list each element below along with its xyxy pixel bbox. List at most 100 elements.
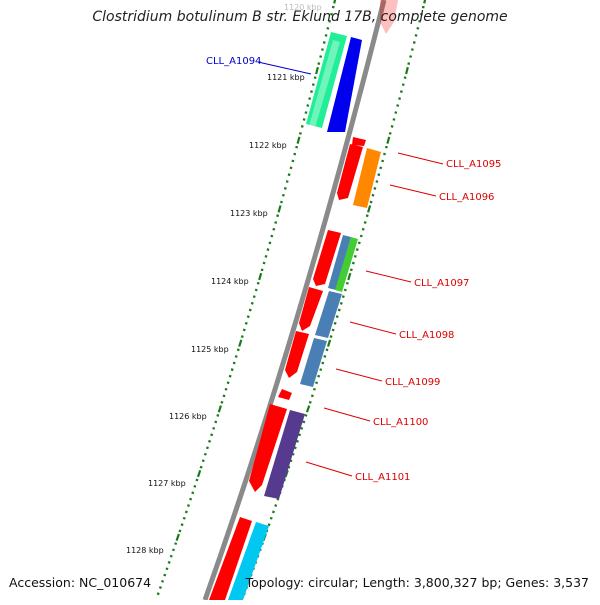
minor-tick bbox=[418, 19, 422, 23]
minor-tick bbox=[289, 166, 293, 170]
minor-tick bbox=[268, 241, 272, 245]
minor-tick bbox=[264, 254, 268, 258]
minor-tick bbox=[375, 180, 379, 183]
minor-tick bbox=[182, 516, 186, 520]
minor-tick bbox=[178, 529, 182, 533]
genome-backbone bbox=[202, 0, 387, 601]
gene-feature[interactable] bbox=[352, 137, 366, 146]
gene-feature[interactable] bbox=[249, 404, 287, 492]
minor-tick bbox=[381, 159, 385, 163]
minor-tick bbox=[274, 504, 278, 508]
minor-tick bbox=[186, 504, 190, 507]
gene-feature[interactable] bbox=[315, 291, 342, 338]
tick-marks bbox=[156, 0, 427, 596]
gene-label-cll-a1101[interactable]: CLL_A1101 bbox=[355, 472, 410, 483]
minor-tick bbox=[156, 592, 160, 596]
gene-feature[interactable] bbox=[353, 148, 381, 208]
gene-feature[interactable] bbox=[328, 235, 351, 290]
leader-line bbox=[349, 321, 397, 335]
gene-label-cll-a1100[interactable]: CLL_A1100 bbox=[373, 417, 428, 428]
minor-tick bbox=[420, 12, 423, 16]
leader-line bbox=[389, 184, 437, 197]
gene-feature[interactable] bbox=[285, 331, 309, 378]
gene-label-cll-a1098[interactable]: CLL_A1098 bbox=[399, 330, 454, 341]
minor-tick bbox=[324, 34, 328, 37]
gene-label-cll-a1097[interactable]: CLL_A1097 bbox=[414, 278, 469, 289]
gene-feature[interactable] bbox=[299, 287, 323, 331]
minor-tick bbox=[341, 295, 345, 299]
minor-tick bbox=[398, 97, 401, 100]
gene-feature[interactable] bbox=[278, 389, 292, 400]
major-tick bbox=[386, 136, 391, 144]
major-tick bbox=[347, 272, 352, 281]
minor-tick bbox=[399, 90, 403, 94]
minor-tick bbox=[383, 152, 386, 156]
minor-tick bbox=[214, 420, 218, 424]
minor-tick bbox=[232, 361, 236, 365]
minor-tick bbox=[315, 381, 319, 385]
kbp-labels: 1120 kbp 1121 kbp 1122 kbp 1123 kbp 1124… bbox=[126, 3, 322, 555]
minor-tick bbox=[384, 145, 388, 149]
minor-tick bbox=[322, 41, 326, 44]
major-tick bbox=[326, 339, 332, 347]
gene-feature[interactable] bbox=[306, 32, 347, 128]
gene-label-cll-a1099[interactable]: CLL_A1099 bbox=[385, 377, 440, 388]
minor-tick bbox=[409, 55, 413, 58]
minor-tick bbox=[246, 315, 250, 319]
minor-tick bbox=[308, 97, 312, 100]
minor-tick bbox=[291, 159, 295, 163]
kbp-label: 1125 kbp bbox=[191, 345, 229, 354]
gene-features bbox=[209, 0, 398, 600]
gene-label-cll-a1094[interactable]: CLL_A1094 bbox=[206, 56, 261, 67]
minor-tick bbox=[298, 131, 302, 135]
gene-label-cll-a1096[interactable]: CLL_A1096 bbox=[439, 192, 494, 203]
minor-tick bbox=[323, 355, 327, 358]
gene-feature[interactable] bbox=[380, 0, 398, 34]
minor-tick bbox=[276, 214, 280, 218]
gene-feature[interactable] bbox=[209, 517, 252, 600]
minor-tick bbox=[280, 200, 283, 204]
minor-tick bbox=[317, 374, 321, 378]
minor-tick bbox=[203, 452, 207, 456]
major-tick bbox=[238, 339, 243, 347]
minor-tick bbox=[295, 439, 299, 443]
minor-tick bbox=[205, 446, 209, 450]
minor-tick bbox=[310, 90, 313, 94]
minor-tick bbox=[174, 542, 178, 545]
gene-feature[interactable] bbox=[335, 237, 358, 292]
leader-line bbox=[335, 368, 383, 382]
minor-tick bbox=[319, 368, 323, 371]
minor-tick bbox=[331, 5, 335, 9]
minor-tick bbox=[171, 548, 175, 552]
minor-tick bbox=[266, 248, 270, 252]
gene-feature[interactable] bbox=[327, 37, 362, 132]
minor-tick bbox=[313, 76, 317, 79]
minor-tick bbox=[319, 55, 323, 58]
gene-feature[interactable] bbox=[309, 40, 340, 128]
gene-feature[interactable] bbox=[264, 410, 305, 499]
minor-tick bbox=[345, 281, 349, 285]
gene-feature[interactable] bbox=[300, 338, 327, 387]
major-tick bbox=[277, 205, 282, 213]
gene-feature[interactable] bbox=[337, 144, 363, 200]
minor-tick bbox=[310, 394, 314, 398]
minor-tick bbox=[220, 400, 224, 404]
leader-line bbox=[365, 270, 412, 283]
minor-tick bbox=[212, 427, 216, 430]
minor-tick bbox=[311, 83, 315, 87]
gene-feature[interactable] bbox=[228, 522, 269, 600]
leader-line bbox=[305, 461, 353, 477]
minor-tick bbox=[256, 281, 260, 285]
major-tick bbox=[315, 66, 319, 75]
major-tick bbox=[333, 0, 337, 4]
minor-tick bbox=[333, 321, 337, 325]
minor-tick bbox=[230, 368, 234, 372]
minor-tick bbox=[349, 268, 353, 272]
minor-tick bbox=[184, 510, 188, 514]
gene-label-cll-a1095[interactable]: CLL_A1095 bbox=[446, 159, 501, 170]
minor-tick bbox=[210, 433, 214, 437]
gene-feature[interactable] bbox=[313, 230, 341, 286]
minor-tick bbox=[321, 48, 324, 51]
minor-tick bbox=[353, 254, 357, 258]
minor-tick bbox=[369, 200, 373, 204]
